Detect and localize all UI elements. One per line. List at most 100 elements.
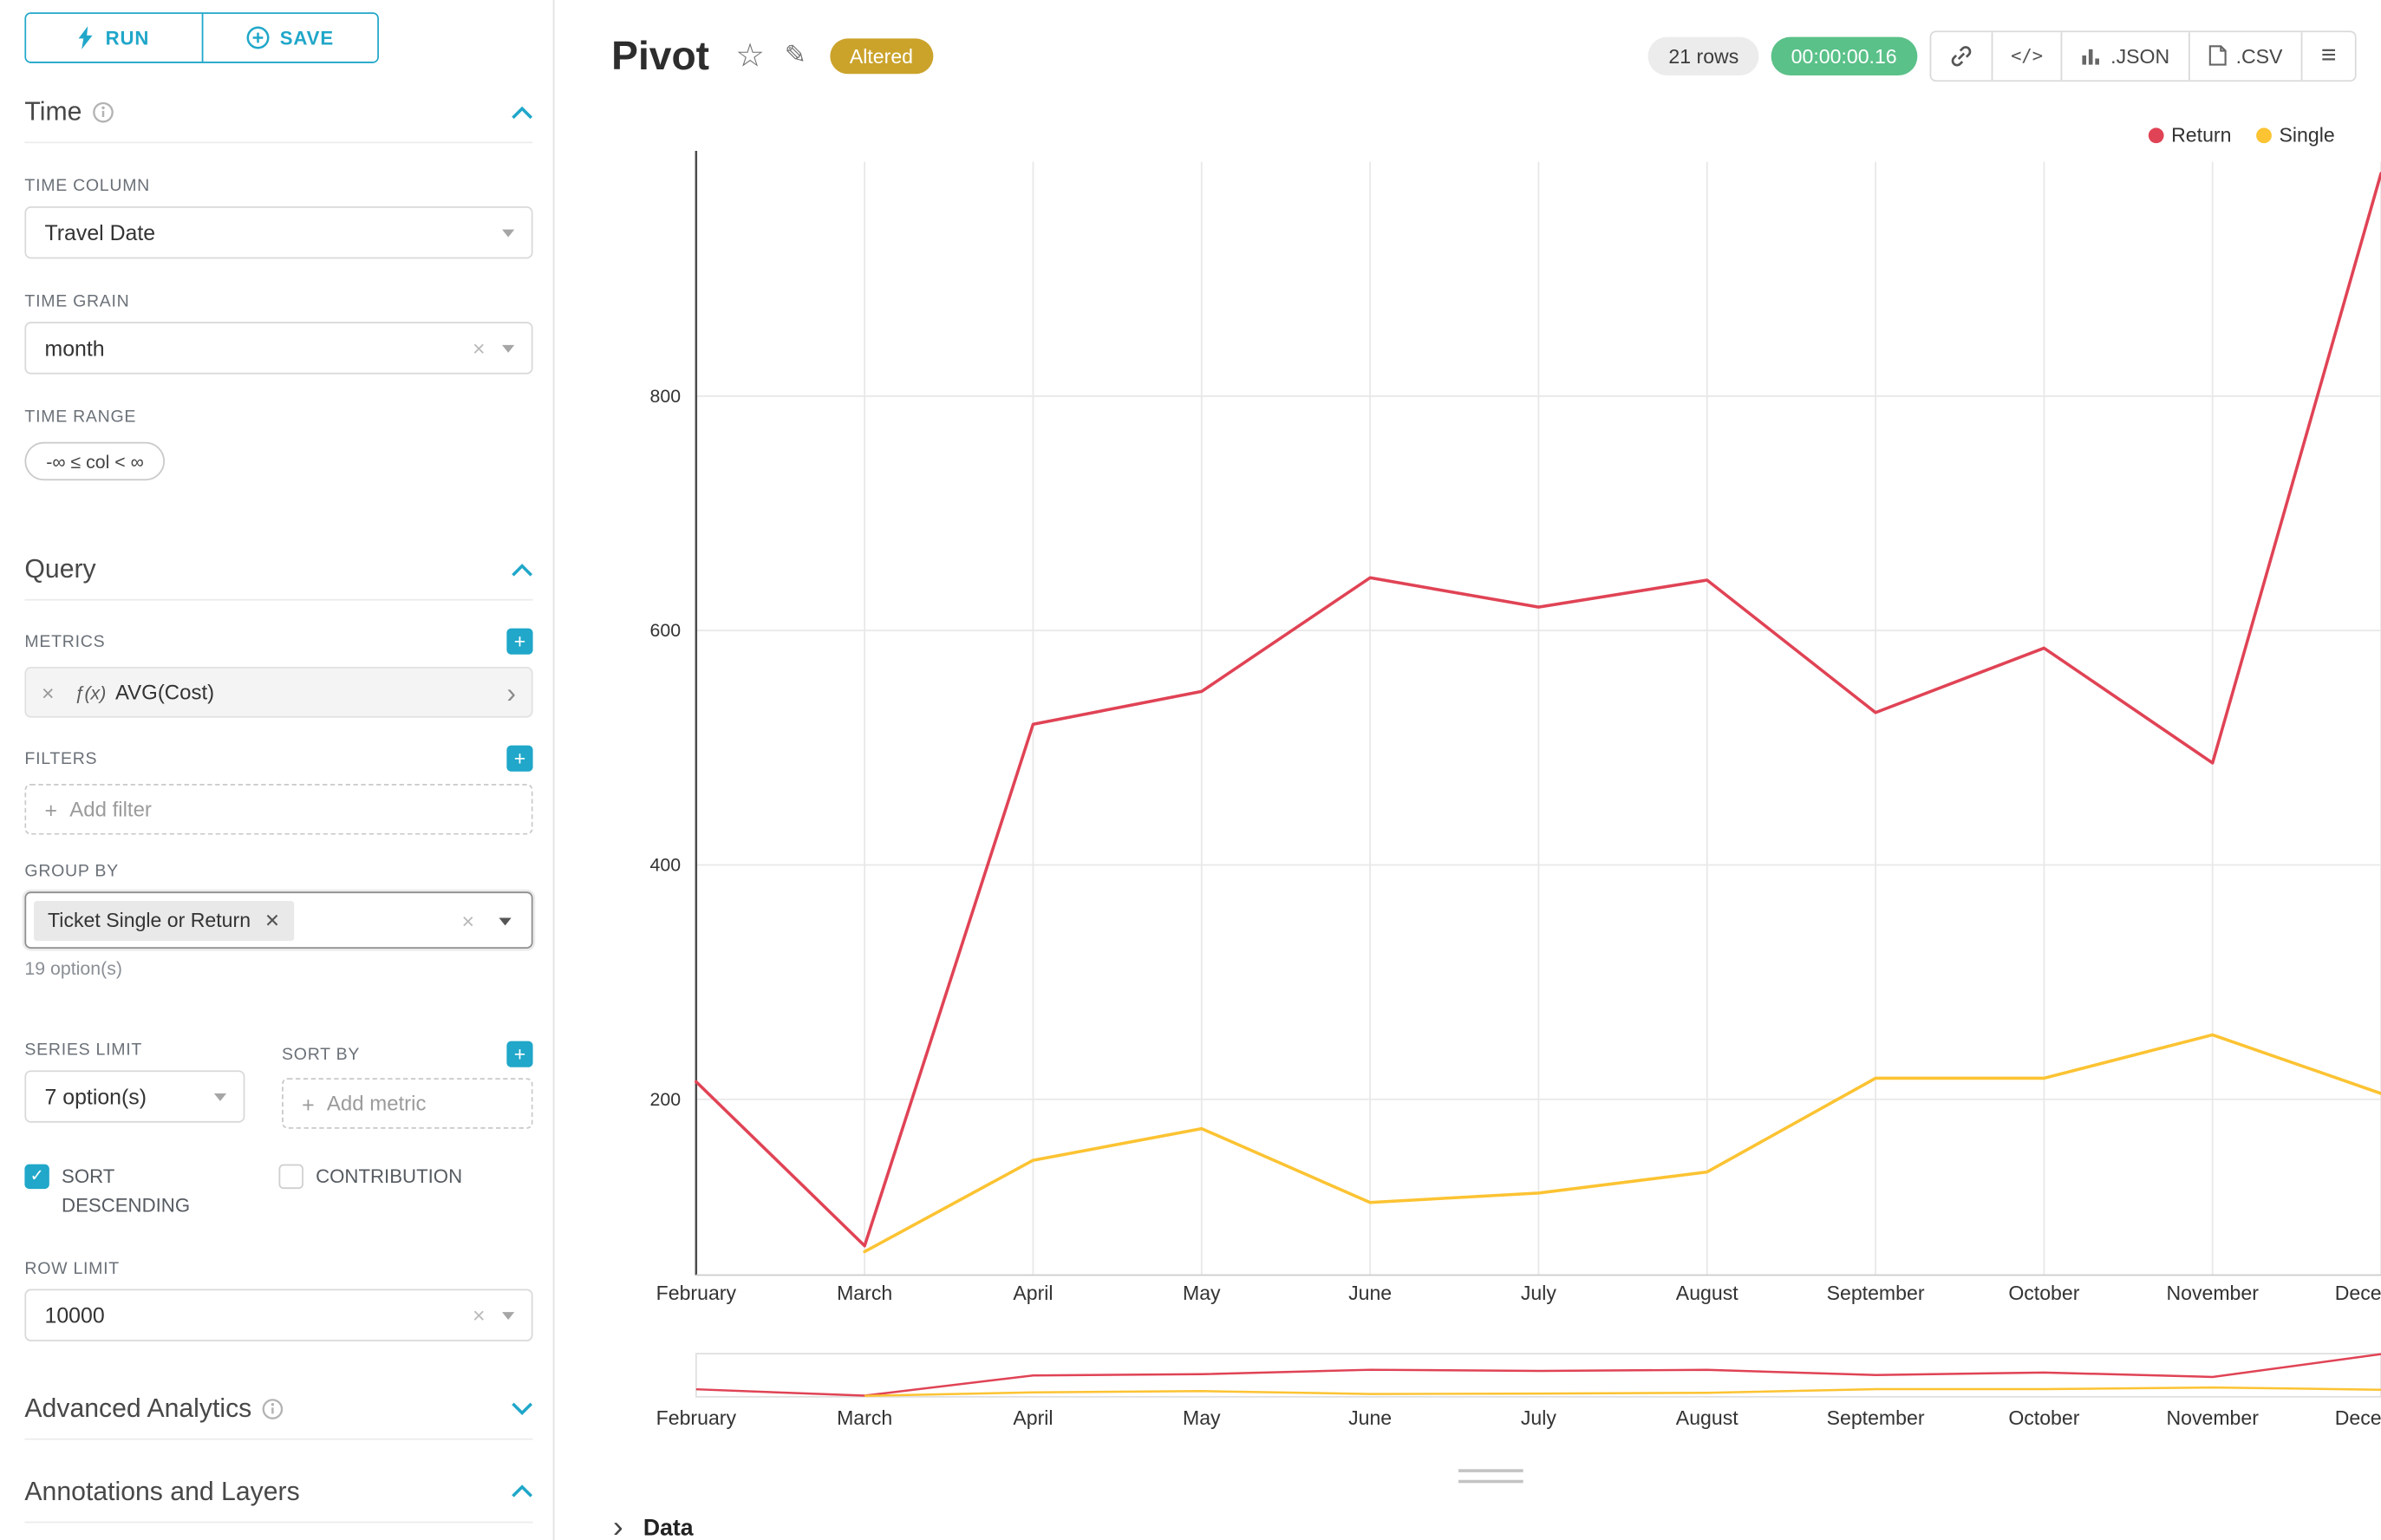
link-icon	[1951, 45, 1971, 66]
svg-text:400: 400	[650, 855, 682, 876]
svg-text:August: August	[1676, 1406, 1738, 1429]
legend-label: Return	[2171, 123, 2232, 147]
legend-item-return[interactable]: Return	[2148, 123, 2231, 147]
run-button[interactable]: RUN	[26, 13, 201, 62]
svg-text:September: September	[1827, 1282, 1925, 1304]
svg-text:July: July	[1521, 1282, 1557, 1304]
chart-header: Pivot ☆ ✎ Altered 21 rows 00:00:00.16 </…	[556, 0, 2381, 96]
svg-text:October: October	[2008, 1406, 2079, 1429]
series-limit-select[interactable]: 7 option(s)	[24, 1070, 245, 1123]
panel-resize-handle[interactable]	[1458, 1469, 1523, 1484]
sort-descending-label: SORT DESCENDING	[62, 1165, 191, 1217]
group-by-chip-label: Ticket Single or Return	[48, 908, 251, 932]
query-section-header: Query	[24, 554, 533, 601]
annotations-title: Annotations and Layers	[24, 1476, 300, 1506]
run-save-group: RUN SAVE	[24, 12, 379, 63]
chevron-up-icon[interactable]	[512, 563, 533, 577]
svg-text:February: February	[656, 1406, 737, 1429]
chevron-down-icon	[502, 229, 515, 238]
time-range-label: TIME RANGE	[24, 408, 137, 427]
clear-icon[interactable]: ×	[472, 336, 486, 361]
advanced-analytics-header[interactable]: Advanced Analytics	[24, 1393, 533, 1440]
metric-chip[interactable]: × ƒ(x) AVG(Cost) ›	[24, 667, 533, 718]
add-filter-button[interactable]: +	[506, 745, 533, 772]
menu-icon: ≡	[2320, 40, 2337, 69]
advanced-analytics-title: Advanced Analytics	[24, 1393, 252, 1423]
export-json-button[interactable]: .JSON	[2061, 31, 2189, 80]
chevron-up-icon[interactable]	[512, 105, 533, 120]
remove-metric-icon[interactable]: ×	[41, 680, 55, 705]
time-range-button[interactable]: -∞ ≤ col < ∞	[24, 441, 166, 481]
clear-icon[interactable]: ×	[461, 907, 475, 933]
contribution-label: CONTRIBUTION	[316, 1165, 463, 1188]
annotations-header[interactable]: Annotations and Layers	[24, 1476, 533, 1524]
add-metric-button[interactable]: +	[506, 628, 533, 655]
time-column-label: TIME COLUMN	[24, 177, 151, 196]
edit-icon[interactable]: ✎	[784, 40, 807, 69]
sort-by-label: SORT BY	[282, 1045, 361, 1064]
more-menu-button[interactable]: ≡	[2300, 31, 2355, 80]
add-filter-placeholder: Add filter	[69, 797, 152, 821]
svg-text:July: July	[1521, 1406, 1557, 1429]
altered-badge: Altered	[829, 37, 934, 74]
add-metric-placeholder: Add metric	[326, 1092, 427, 1115]
svg-text:March: March	[837, 1406, 892, 1429]
group-by-options-hint: 19 option(s)	[24, 957, 122, 980]
chevron-down-icon[interactable]	[512, 1402, 533, 1416]
chevron-down-icon	[502, 344, 515, 353]
time-grain-select[interactable]: month ×	[24, 322, 533, 375]
time-section-title: Time	[24, 96, 82, 127]
add-filter-dropzone[interactable]: + Add filter	[24, 783, 533, 835]
plus-circle-icon	[245, 26, 269, 49]
header-actions: 21 rows 00:00:00.16 </> .JSON .CSV	[1648, 29, 2357, 82]
json-label: .JSON	[2110, 43, 2170, 68]
add-sortby-button[interactable]: +	[506, 1041, 533, 1067]
svg-text:200: 200	[650, 1089, 682, 1110]
checkbox-unchecked-icon	[278, 1164, 303, 1190]
csv-label: .CSV	[2235, 43, 2283, 68]
filters-label: FILTERS	[24, 749, 98, 768]
time-column-select[interactable]: Travel Date	[24, 206, 533, 259]
series-limit-label: SERIES LIMIT	[24, 1041, 142, 1060]
info-icon	[263, 1398, 284, 1419]
save-button[interactable]: SAVE	[200, 13, 378, 62]
time-section-header: Time	[24, 96, 533, 144]
export-csv-button[interactable]: .CSV	[2188, 31, 2301, 80]
svg-text:800: 800	[650, 386, 682, 407]
add-sort-metric-dropzone[interactable]: + Add metric	[282, 1078, 533, 1129]
clear-icon[interactable]: ×	[472, 1302, 486, 1328]
data-section-toggle[interactable]: › Data	[556, 1512, 2381, 1540]
legend-item-single[interactable]: Single	[2255, 123, 2335, 147]
info-icon	[93, 101, 114, 123]
view-query-button[interactable]: </>	[1991, 31, 2062, 80]
contribution-checkbox[interactable]: CONTRIBUTION	[278, 1163, 532, 1223]
legend-dot-icon	[2255, 127, 2272, 143]
svg-text:600: 600	[650, 620, 682, 641]
chevron-up-icon[interactable]	[512, 1485, 533, 1499]
code-icon: </>	[2011, 44, 2044, 67]
bar-chart-icon	[2083, 48, 2100, 64]
favorite-star-icon[interactable]: ☆	[735, 37, 765, 74]
chevron-down-icon	[213, 1093, 227, 1101]
series-limit-value: 7 option(s)	[44, 1084, 147, 1109]
group-by-chip[interactable]: Ticket Single or Return ✕	[34, 900, 294, 941]
svg-text:April: April	[1013, 1282, 1053, 1304]
sort-descending-checkbox[interactable]: ✓ SORT DESCENDING	[24, 1163, 278, 1223]
timer-badge: 00:00:00.16	[1771, 36, 1917, 75]
share-link-button[interactable]	[1930, 31, 1992, 80]
query-section-title: Query	[24, 554, 96, 584]
chevron-right-icon[interactable]: ›	[612, 1511, 623, 1540]
remove-chip-icon[interactable]: ✕	[264, 909, 280, 931]
svg-text:November: November	[2166, 1282, 2259, 1304]
export-button-group: </> .JSON .CSV ≡	[1928, 29, 2357, 82]
rows-badge: 21 rows	[1648, 36, 1759, 75]
group-by-select[interactable]: Ticket Single or Return ✕ ×	[24, 891, 533, 949]
svg-text:May: May	[1183, 1406, 1221, 1429]
svg-text:April: April	[1013, 1406, 1053, 1429]
chevron-right-icon[interactable]: ›	[506, 676, 517, 708]
svg-text:March: March	[837, 1282, 892, 1304]
function-icon: ƒ(x)	[74, 681, 107, 703]
row-limit-value: 10000	[44, 1302, 105, 1328]
row-limit-select[interactable]: 10000 ×	[24, 1289, 533, 1341]
